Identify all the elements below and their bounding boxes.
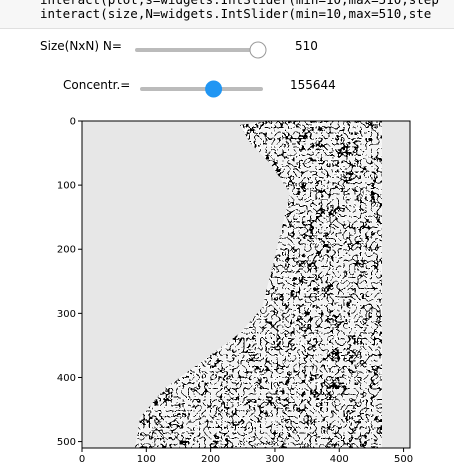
x-tick-label: 100 bbox=[137, 454, 156, 465]
slider-label: Concentr.= bbox=[63, 78, 130, 92]
x-tick-label: 400 bbox=[330, 454, 349, 465]
x-tick-label: 300 bbox=[265, 454, 284, 465]
slider-knob[interactable] bbox=[249, 41, 267, 59]
slider-label: Size(NxN) N= bbox=[40, 39, 122, 53]
x-tick-label: 200 bbox=[201, 454, 220, 465]
slider-knob[interactable] bbox=[205, 80, 223, 98]
y-tick-label: 0 bbox=[70, 117, 76, 128]
code-line: interact(plot,s=widgets.IntSlider(min=10… bbox=[40, 0, 439, 7]
y-tick-label: 300 bbox=[57, 309, 76, 320]
slider-value: 510 bbox=[295, 39, 318, 53]
slider-track[interactable] bbox=[135, 48, 258, 52]
slider-track[interactable] bbox=[140, 87, 263, 91]
y-tick-label: 500 bbox=[57, 437, 76, 448]
x-tick-label: 0 bbox=[79, 454, 85, 465]
y-tick-label: 100 bbox=[57, 181, 76, 192]
code-line: interact(size,N=widgets.IntSlider(min=10… bbox=[40, 6, 432, 21]
y-tick-label: 200 bbox=[57, 245, 76, 256]
x-tick-label: 500 bbox=[394, 454, 413, 465]
code-area: interact(plot,s=widgets.IntSlider(min=10… bbox=[0, 0, 454, 29]
y-tick-label: 400 bbox=[57, 373, 76, 384]
slider-value: 155644 bbox=[290, 78, 336, 92]
output: Size(NxN) N= 510 Concentr.= 155644 0 100 2… bbox=[40, 39, 413, 465]
axes-frame bbox=[81, 120, 411, 449]
